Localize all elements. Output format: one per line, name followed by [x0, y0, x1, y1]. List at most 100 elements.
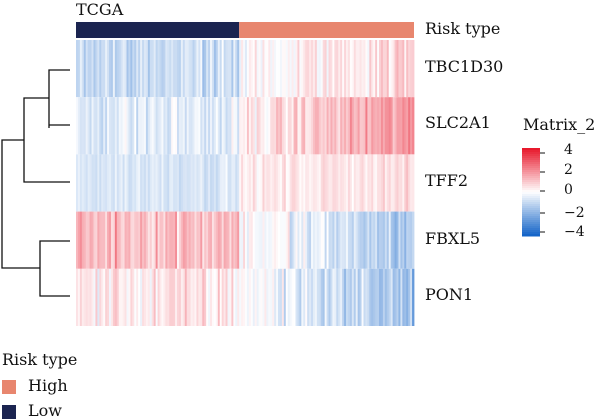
- heatmap-cell: [412, 211, 415, 269]
- heatmap-cell: [245, 97, 248, 155]
- heatmap-cell: [369, 40, 372, 98]
- heatmap-cell: [227, 97, 230, 155]
- heatmap-cell: [243, 211, 246, 269]
- heatmap-cell: [130, 97, 133, 155]
- heatmap-cell: [402, 40, 405, 98]
- heatmap-cell: [375, 97, 378, 155]
- heatmap-cell: [112, 97, 116, 155]
- heatmap-cell: [192, 268, 195, 326]
- heatmap-cell: [200, 268, 203, 326]
- heatmap-cell: [76, 154, 79, 212]
- heatmap-cell: [130, 211, 133, 269]
- heatmap-cell: [266, 40, 269, 98]
- heatmap-cell: [239, 97, 242, 155]
- heatmap-cell: [322, 154, 326, 212]
- heatmap-cell: [303, 211, 306, 269]
- heatmap-cell: [140, 268, 143, 326]
- heatmap-cell: [196, 268, 199, 326]
- heatmap-cell: [260, 268, 263, 326]
- colorbar-step: [522, 156, 540, 159]
- heatmap-cell: [109, 154, 112, 212]
- row-label-pon1: PON1: [425, 285, 474, 304]
- heatmap-cell: [252, 268, 256, 326]
- heatmap-cell: [346, 268, 349, 326]
- heatmap-cell: [114, 211, 118, 269]
- colorbar-step: [522, 180, 540, 183]
- heatmap-cell: [157, 268, 160, 326]
- heatmap-cell: [190, 154, 193, 212]
- heatmap-cell: [316, 154, 320, 212]
- heatmap-cell: [206, 268, 209, 326]
- heatmap-cell: [118, 40, 122, 98]
- heatmap-cell: [136, 154, 139, 212]
- heatmap-cell: [334, 40, 337, 98]
- heatmap-cell: [198, 97, 201, 155]
- legend-swatch-high: [2, 380, 16, 394]
- heatmap-cell: [208, 97, 211, 155]
- heatmap-cell: [173, 97, 176, 155]
- heatmap-cell: [77, 97, 81, 155]
- heatmap-cell: [219, 154, 223, 212]
- heatmap-cell: [293, 40, 296, 98]
- heatmap-cell: [246, 97, 250, 155]
- heatmap-cell: [235, 40, 238, 98]
- colorbar-step: [522, 154, 540, 157]
- heatmap-cell: [258, 211, 261, 269]
- heatmap-cell: [312, 154, 316, 212]
- heatmap-cell: [219, 97, 223, 155]
- heatmap-cell: [279, 211, 283, 269]
- heatmap-cell: [388, 268, 392, 326]
- heatmap-cell: [357, 211, 361, 269]
- heatmap-cell: [239, 211, 242, 269]
- heatmap-cell: [243, 97, 246, 155]
- heatmap-cell: [324, 154, 327, 212]
- heatmap-cell: [264, 40, 267, 98]
- heatmap-cell: [281, 97, 285, 155]
- heatmap-cell: [342, 268, 345, 326]
- heatmap-cell: [303, 97, 306, 155]
- heatmap-cell: [400, 97, 403, 155]
- heatmap-cell: [410, 154, 413, 212]
- heatmap-cell: [353, 40, 357, 98]
- heatmap-cell: [283, 97, 287, 155]
- heatmap-cell: [196, 211, 199, 269]
- heatmap-cell: [380, 154, 384, 212]
- colorbar-step: [522, 168, 540, 171]
- heatmap-cell: [365, 268, 368, 326]
- heatmap-cell: [276, 268, 279, 326]
- heatmap-cell: [126, 40, 129, 98]
- heatmap-cell: [314, 211, 318, 269]
- heatmap-cell: [359, 154, 362, 212]
- heatmap-cell: [91, 40, 94, 98]
- heatmap-cell: [120, 40, 124, 98]
- heatmap-cell: [116, 268, 120, 326]
- heatmap-cell: [196, 40, 199, 98]
- dendro-branch-tbc1d30: [48, 69, 70, 128]
- heatmap-cell: [116, 211, 120, 269]
- heatmap-cell: [188, 40, 192, 98]
- heatmap-cell: [291, 154, 294, 212]
- heatmap-cell: [328, 154, 331, 212]
- heatmap-cell: [359, 211, 362, 269]
- heatmap-cell: [309, 40, 312, 98]
- heatmap-cell: [136, 268, 139, 326]
- heatmap-cell: [309, 97, 312, 155]
- heatmap-cell: [186, 211, 190, 269]
- heatmap-cell: [270, 154, 273, 212]
- heatmap-cell: [278, 154, 281, 212]
- heatmap-cell: [388, 211, 392, 269]
- heatmap-cell: [215, 211, 219, 269]
- heatmap-cell: [246, 40, 250, 98]
- colorbar-step: [522, 182, 540, 185]
- heatmap-cell: [375, 40, 378, 98]
- heatmap-cell: [377, 97, 380, 155]
- heatmap-cell: [402, 97, 405, 155]
- heatmap-cell: [373, 40, 376, 98]
- heatmap-cell: [223, 211, 226, 269]
- heatmap-cell: [130, 40, 133, 98]
- heatmap-cell: [110, 154, 114, 212]
- heatmap-cell: [326, 154, 329, 212]
- heatmap-cell: [318, 268, 322, 326]
- heatmap-cell: [122, 154, 125, 212]
- heatmap-cell: [371, 97, 374, 155]
